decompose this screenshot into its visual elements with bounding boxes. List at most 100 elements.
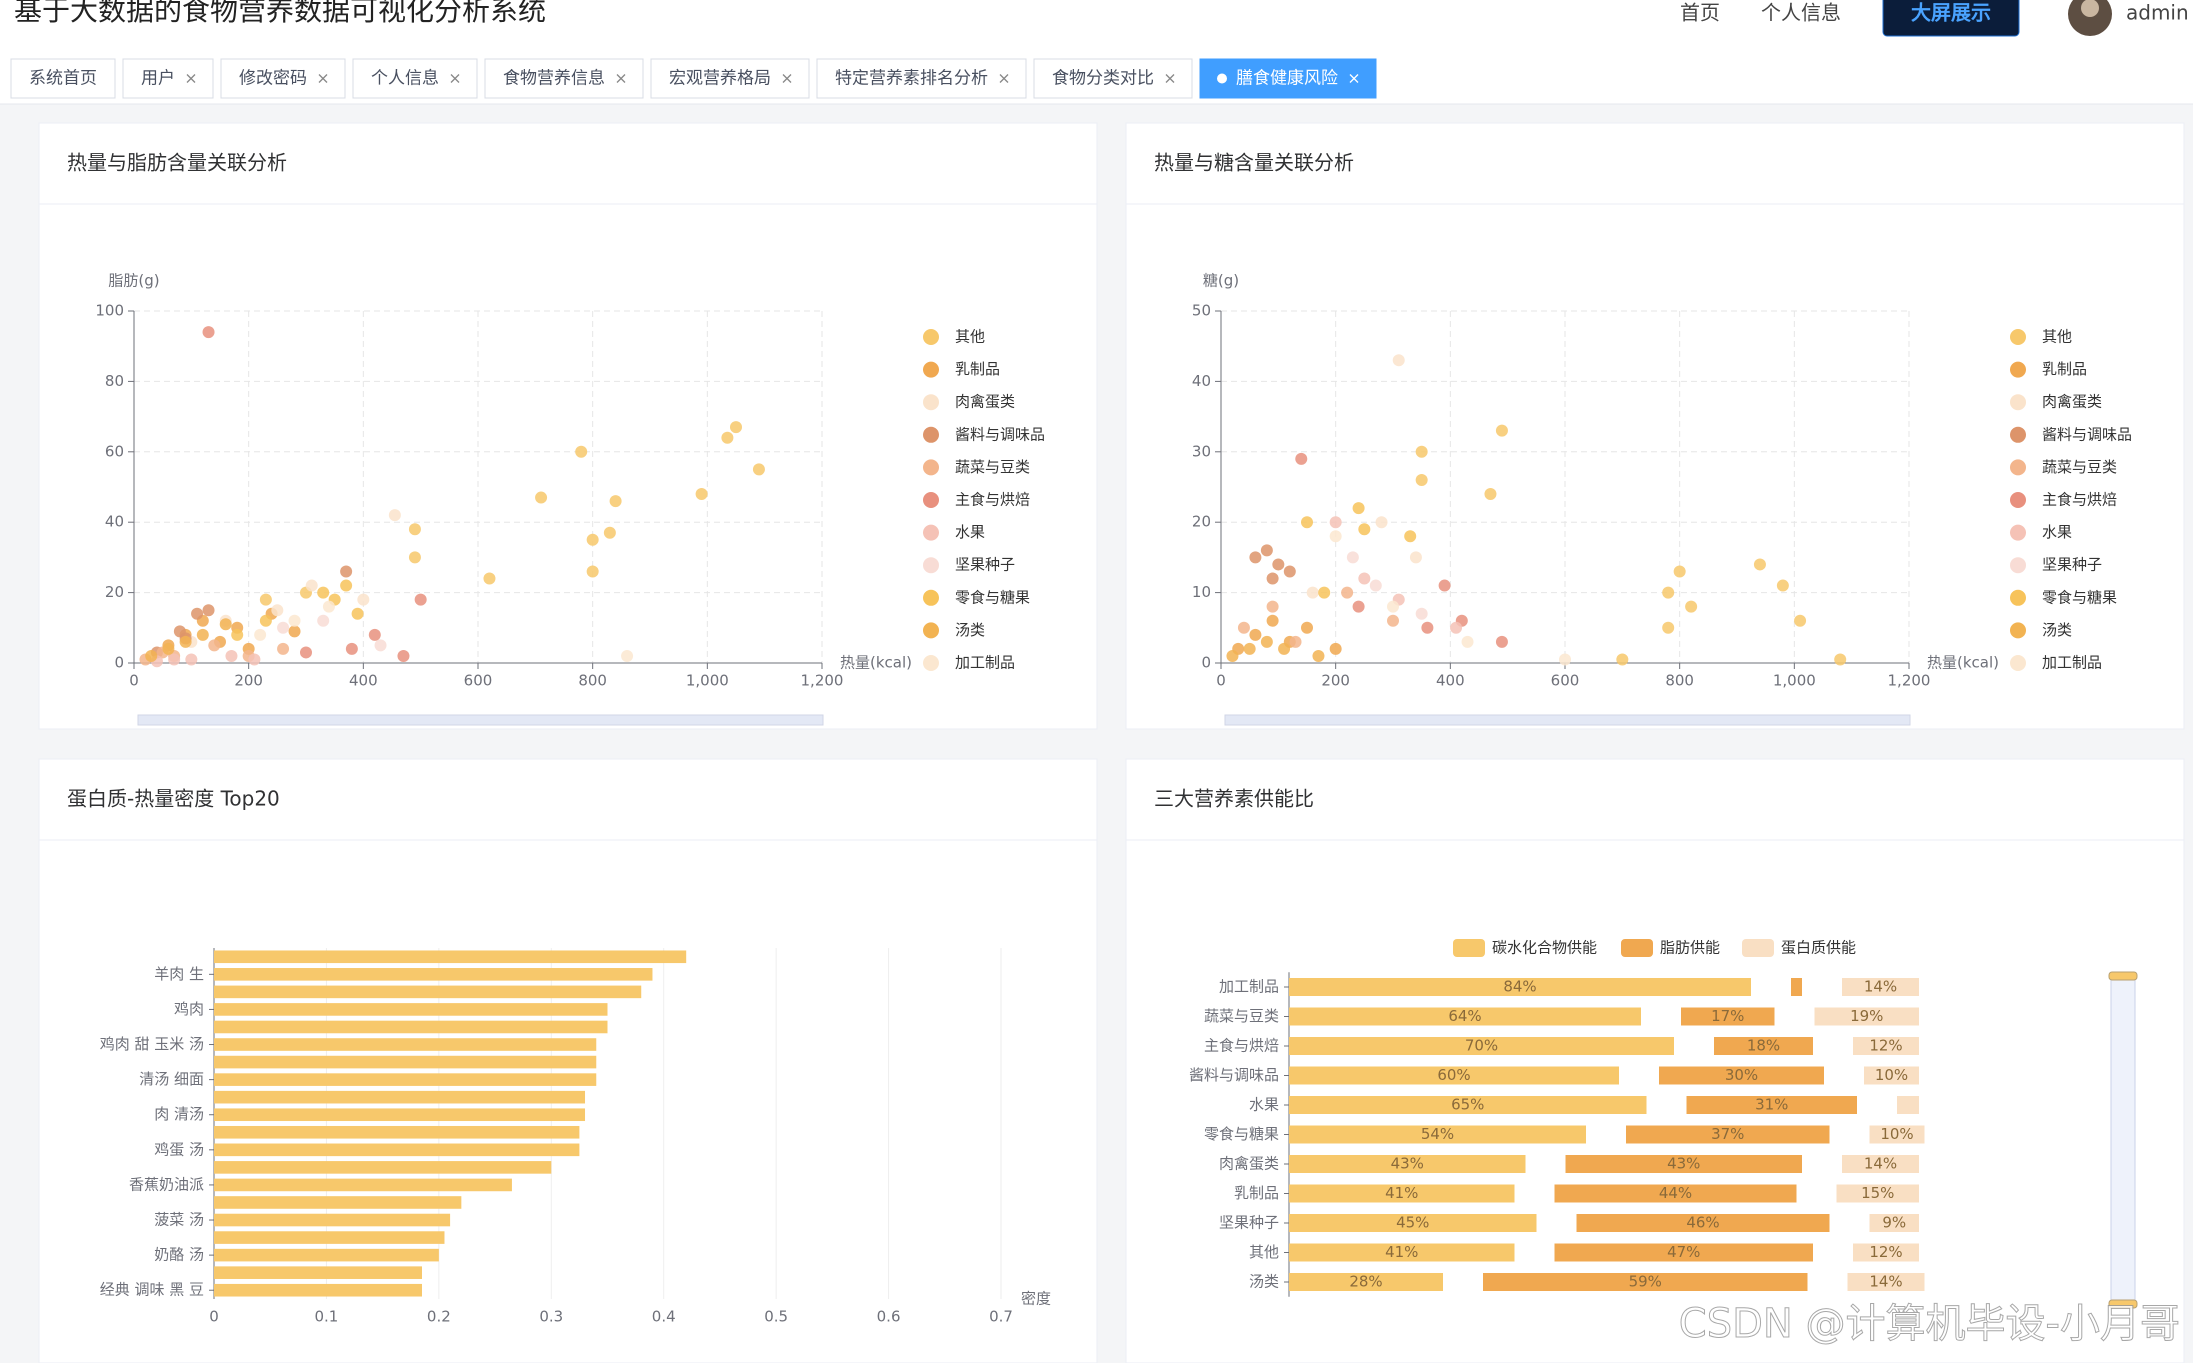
- y-tick-label: 清汤 细面: [139, 1070, 204, 1088]
- legend-label[interactable]: 肉禽蛋类: [2042, 393, 2102, 411]
- legend-label[interactable]: 脂肪供能: [1660, 939, 1720, 957]
- legend-label[interactable]: 其他: [955, 328, 985, 346]
- tab-close[interactable]: [1165, 74, 1175, 83]
- zoom-handle[interactable]: [2108, 1299, 2138, 1309]
- nav-link[interactable]: 个人信息: [1761, 1, 1841, 25]
- screen-button[interactable]: [1882, 0, 2020, 37]
- tab-close[interactable]: [999, 74, 1009, 83]
- legend-marker[interactable]: [2010, 589, 2026, 606]
- legend-label[interactable]: 加工制品: [955, 654, 1015, 672]
- legend-label[interactable]: 酱料与调味品: [2042, 425, 2132, 443]
- legend-marker[interactable]: [923, 426, 939, 443]
- tab[interactable]: [220, 58, 346, 99]
- legend-label[interactable]: 主食与烘焙: [2042, 491, 2117, 509]
- legend-marker[interactable]: [923, 459, 939, 476]
- tab[interactable]: [10, 58, 116, 99]
- screen-button-label[interactable]: 大屏展示: [1911, 1, 1991, 25]
- legend-marker[interactable]: [923, 589, 939, 606]
- point: [288, 625, 301, 638]
- tab-label[interactable]: 修改密码: [239, 69, 307, 89]
- legend-marker[interactable]: [923, 557, 939, 574]
- x-tick-label: 200: [1321, 672, 1350, 690]
- legend-marker[interactable]: [2010, 459, 2026, 476]
- legend-marker[interactable]: [2010, 361, 2026, 378]
- legend-label[interactable]: 其他: [2042, 328, 2072, 346]
- legend-label[interactable]: 坚果种子: [2042, 556, 2102, 574]
- legend-marker[interactable]: [923, 655, 939, 671]
- legend-label[interactable]: 坚果种子: [955, 556, 1015, 574]
- tab-label[interactable]: 宏观营养格局: [669, 69, 771, 89]
- legend-marker[interactable]: [923, 492, 939, 508]
- tab-label[interactable]: 用户: [141, 69, 175, 89]
- tab-close[interactable]: [186, 74, 196, 83]
- point: [1495, 424, 1508, 437]
- tab-close[interactable]: [782, 74, 792, 83]
- tab-active[interactable]: [1199, 58, 1377, 99]
- legend-marker[interactable]: [2010, 426, 2026, 443]
- x-tick-label: 800: [1665, 672, 1694, 690]
- legend-marker[interactable]: [2010, 329, 2026, 345]
- legend-label[interactable]: 乳制品: [2042, 360, 2087, 378]
- tab-label[interactable]: 个人信息: [371, 69, 439, 89]
- legend-label[interactable]: 肉禽蛋类: [955, 393, 1015, 411]
- tab-label[interactable]: 特定营养素排名分析: [835, 69, 988, 89]
- legend-label[interactable]: 汤类: [2042, 621, 2072, 639]
- point: [259, 614, 272, 627]
- tab-label[interactable]: 膳食健康风险: [1236, 69, 1338, 89]
- legend-label[interactable]: 乳制品: [955, 360, 1000, 378]
- legend-label[interactable]: 零食与糖果: [2042, 588, 2117, 606]
- point: [1662, 586, 1675, 599]
- tab[interactable]: [816, 58, 1027, 99]
- legend-label[interactable]: 水果: [2042, 523, 2072, 541]
- legend-marker[interactable]: [2010, 655, 2026, 671]
- y-tick-label: 肉禽蛋类: [1219, 1155, 1279, 1173]
- tab-label[interactable]: 食物营养信息: [503, 69, 605, 89]
- tab[interactable]: [352, 58, 478, 99]
- legend-label[interactable]: 蛋白质供能: [1781, 939, 1856, 957]
- tab-close[interactable]: [1349, 74, 1359, 83]
- legend-marker[interactable]: [1621, 939, 1653, 957]
- tab-close[interactable]: [616, 74, 626, 83]
- zoom-slider[interactable]: [1224, 714, 1911, 726]
- tab-close[interactable]: [450, 74, 460, 83]
- zoom-handle[interactable]: [2108, 971, 2138, 981]
- nav-link[interactable]: 首页: [1680, 1, 1720, 25]
- point: [397, 649, 410, 662]
- legend-marker[interactable]: [923, 361, 939, 378]
- user-name[interactable]: admin: [2126, 1, 2189, 25]
- y-tick-label: 蔬菜与豆类: [1204, 1007, 1279, 1025]
- legend-label[interactable]: 蔬菜与豆类: [2042, 458, 2117, 476]
- legend-label[interactable]: 蔬菜与豆类: [955, 458, 1030, 476]
- legend-label[interactable]: 酱料与调味品: [955, 425, 1045, 443]
- legend-marker[interactable]: [923, 524, 939, 541]
- zoom-slider[interactable]: [137, 714, 824, 726]
- y-tick-label: 奶酪 汤: [154, 1246, 204, 1264]
- legend-label[interactable]: 零食与糖果: [955, 588, 1030, 606]
- zoom-track[interactable]: [2110, 974, 2136, 1306]
- legend-marker[interactable]: [923, 622, 939, 639]
- legend-marker[interactable]: [2010, 524, 2026, 541]
- tab-label[interactable]: 系统首页: [29, 69, 97, 89]
- tab[interactable]: [122, 58, 214, 99]
- legend-marker[interactable]: [1742, 939, 1774, 957]
- legend-marker[interactable]: [923, 329, 939, 345]
- legend-marker[interactable]: [2010, 492, 2026, 508]
- tab[interactable]: [650, 58, 810, 99]
- tab[interactable]: [484, 58, 644, 99]
- legend-marker[interactable]: [1453, 939, 1485, 957]
- legend-marker[interactable]: [2010, 622, 2026, 639]
- tab-label[interactable]: 食物分类对比: [1052, 69, 1154, 89]
- legend-marker[interactable]: [923, 394, 939, 411]
- legend-marker[interactable]: [2010, 557, 2026, 574]
- legend-label[interactable]: 主食与烘焙: [955, 491, 1030, 509]
- tab[interactable]: [1033, 58, 1193, 99]
- bar-segment: [1289, 1214, 1537, 1232]
- legend-label[interactable]: 加工制品: [2042, 654, 2102, 672]
- legend-marker[interactable]: [2010, 394, 2026, 411]
- x-tick-label: 0: [129, 672, 139, 690]
- legend-label[interactable]: 碳水化合物供能: [1492, 939, 1597, 957]
- legend-label[interactable]: 水果: [955, 523, 985, 541]
- legend-label[interactable]: 汤类: [955, 621, 985, 639]
- tab-close[interactable]: [318, 74, 328, 83]
- avatar[interactable]: [2068, 0, 2112, 36]
